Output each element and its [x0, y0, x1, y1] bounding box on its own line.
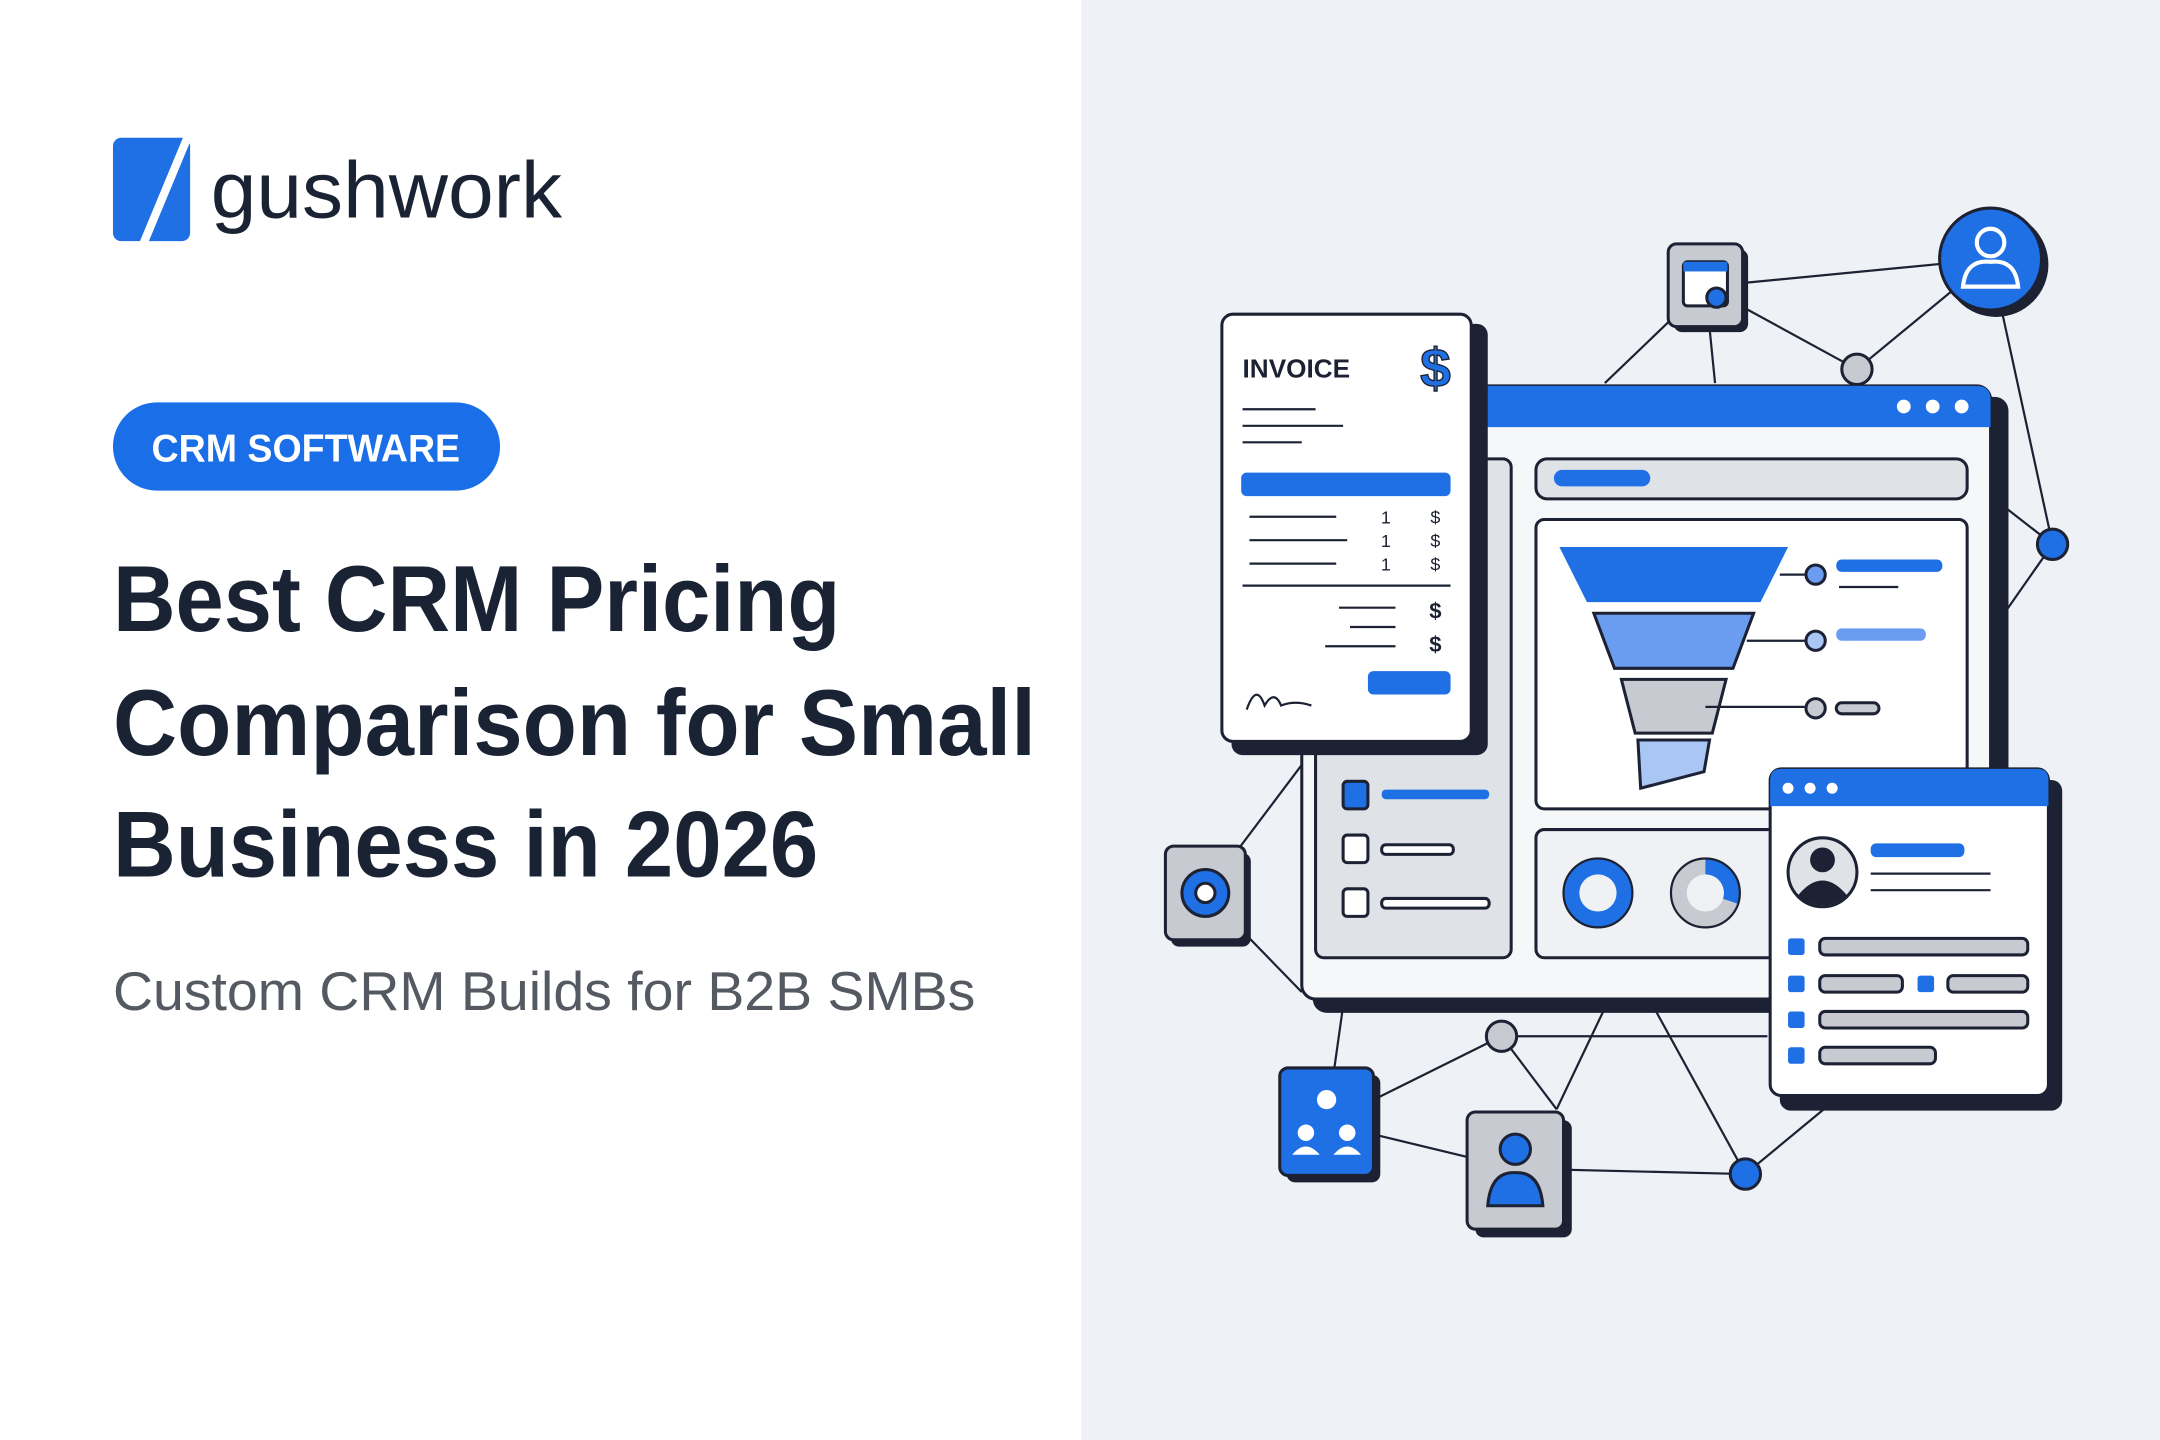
window-dot — [1826, 782, 1838, 794]
shape — [1705, 573, 1899, 709]
badge — [112, 402, 501, 491]
legend-dot — [1804, 697, 1827, 720]
funnel-stage — [1559, 547, 1789, 603]
list-bullet — [1788, 1011, 1805, 1028]
logo-text: gushwork — [211, 146, 563, 235]
profile-header — [1770, 768, 2049, 807]
network-lines — [1204, 257, 2054, 1176]
subtitle: Custom CRM Builds for B2B SMBs — [113, 960, 975, 1022]
invoice-price: $ — [1430, 531, 1440, 551]
person-head — [1974, 226, 2007, 259]
invoice-lines — [1242, 408, 1451, 711]
window-dot — [1954, 399, 1969, 414]
profile-line — [1870, 843, 1965, 858]
invoice-qty: 1 — [1381, 554, 1391, 574]
legend-line — [1836, 559, 1943, 572]
legend-line — [1834, 701, 1881, 716]
badge-text: CRM SOFTWARE — [152, 428, 461, 471]
user-body — [1486, 1171, 1545, 1208]
logo-icon — [112, 137, 191, 242]
node — [1840, 352, 1874, 386]
donut-outline — [1669, 857, 1741, 929]
legend-line — [1836, 628, 1926, 641]
invoice-qty: 1 — [1381, 531, 1391, 551]
invoice-bar — [1241, 472, 1451, 497]
sidebar-line — [1380, 843, 1455, 856]
user-head — [1498, 1132, 1532, 1166]
list-bullet — [1788, 1047, 1805, 1064]
node — [2035, 527, 2070, 561]
avatar-head — [1810, 847, 1835, 873]
invoice-total: $ — [1429, 632, 1441, 657]
invoice-qty: 1 — [1381, 508, 1391, 528]
invoice-currency: $ — [1420, 337, 1451, 399]
funnel-stage — [1591, 611, 1756, 670]
team-head — [1338, 1124, 1356, 1141]
invoice-price: $ — [1430, 554, 1440, 574]
donut-segment — [1704, 859, 1740, 904]
avatar-body — [1797, 880, 1848, 906]
donut — [1564, 859, 1632, 927]
title-line: Business in 2026 — [113, 791, 818, 896]
list-line — [1818, 974, 1904, 994]
invoice-button — [1367, 671, 1451, 695]
invoice-total: $ — [1429, 599, 1441, 624]
shape — [1870, 872, 1991, 892]
legend-dot — [1804, 629, 1827, 652]
team-head — [1297, 1124, 1315, 1141]
window-dot — [1804, 782, 1816, 794]
checkbox — [1341, 887, 1370, 918]
list-line — [1818, 1009, 2030, 1030]
funnel-stage — [1636, 738, 1712, 791]
logo-icon-slash — [139, 136, 192, 246]
team-icon — [1278, 1066, 1375, 1177]
person-node — [1938, 206, 2044, 312]
node — [1484, 1019, 1519, 1053]
legend-dot — [1804, 563, 1827, 586]
window-dot — [1782, 782, 1794, 794]
invoice-card — [1220, 312, 1473, 743]
calendar-top — [1683, 261, 1728, 272]
title-line: Best CRM Pricing — [113, 546, 840, 651]
profile-lines — [1870, 872, 1991, 892]
list-bullet — [1788, 938, 1805, 955]
shape — [1204, 257, 2054, 1176]
person-body — [1960, 259, 2021, 289]
checkbox — [1341, 833, 1370, 865]
list-line — [1818, 1045, 1937, 1066]
title-line: Comparison for Small — [113, 670, 1036, 775]
node — [1728, 1157, 1763, 1191]
window-dot — [1896, 399, 1911, 414]
shape — [1242, 408, 1451, 711]
user-icon — [1465, 1110, 1566, 1231]
funnel-leaders — [1705, 573, 1899, 709]
invoice-title: INVOICE — [1243, 354, 1351, 384]
calendar-badge — [1705, 286, 1728, 309]
window-dot — [1925, 399, 1940, 414]
checkbox — [1341, 779, 1370, 811]
list-bullet — [1917, 975, 1935, 993]
list-line — [1946, 974, 2030, 994]
invoice-price: $ — [1430, 508, 1440, 528]
list-line — [1818, 936, 2030, 957]
donut-outline — [1562, 857, 1634, 929]
team-bodies — [1292, 1146, 1362, 1155]
team-head — [1316, 1089, 1337, 1110]
search-bar — [1534, 457, 1969, 501]
funnel-stage — [1619, 677, 1729, 735]
sidebar-line — [1381, 789, 1490, 800]
gear-hub — [1194, 881, 1217, 905]
search-pill — [1553, 469, 1651, 487]
list-bullet — [1788, 975, 1805, 993]
sidebar-line — [1380, 896, 1491, 910]
